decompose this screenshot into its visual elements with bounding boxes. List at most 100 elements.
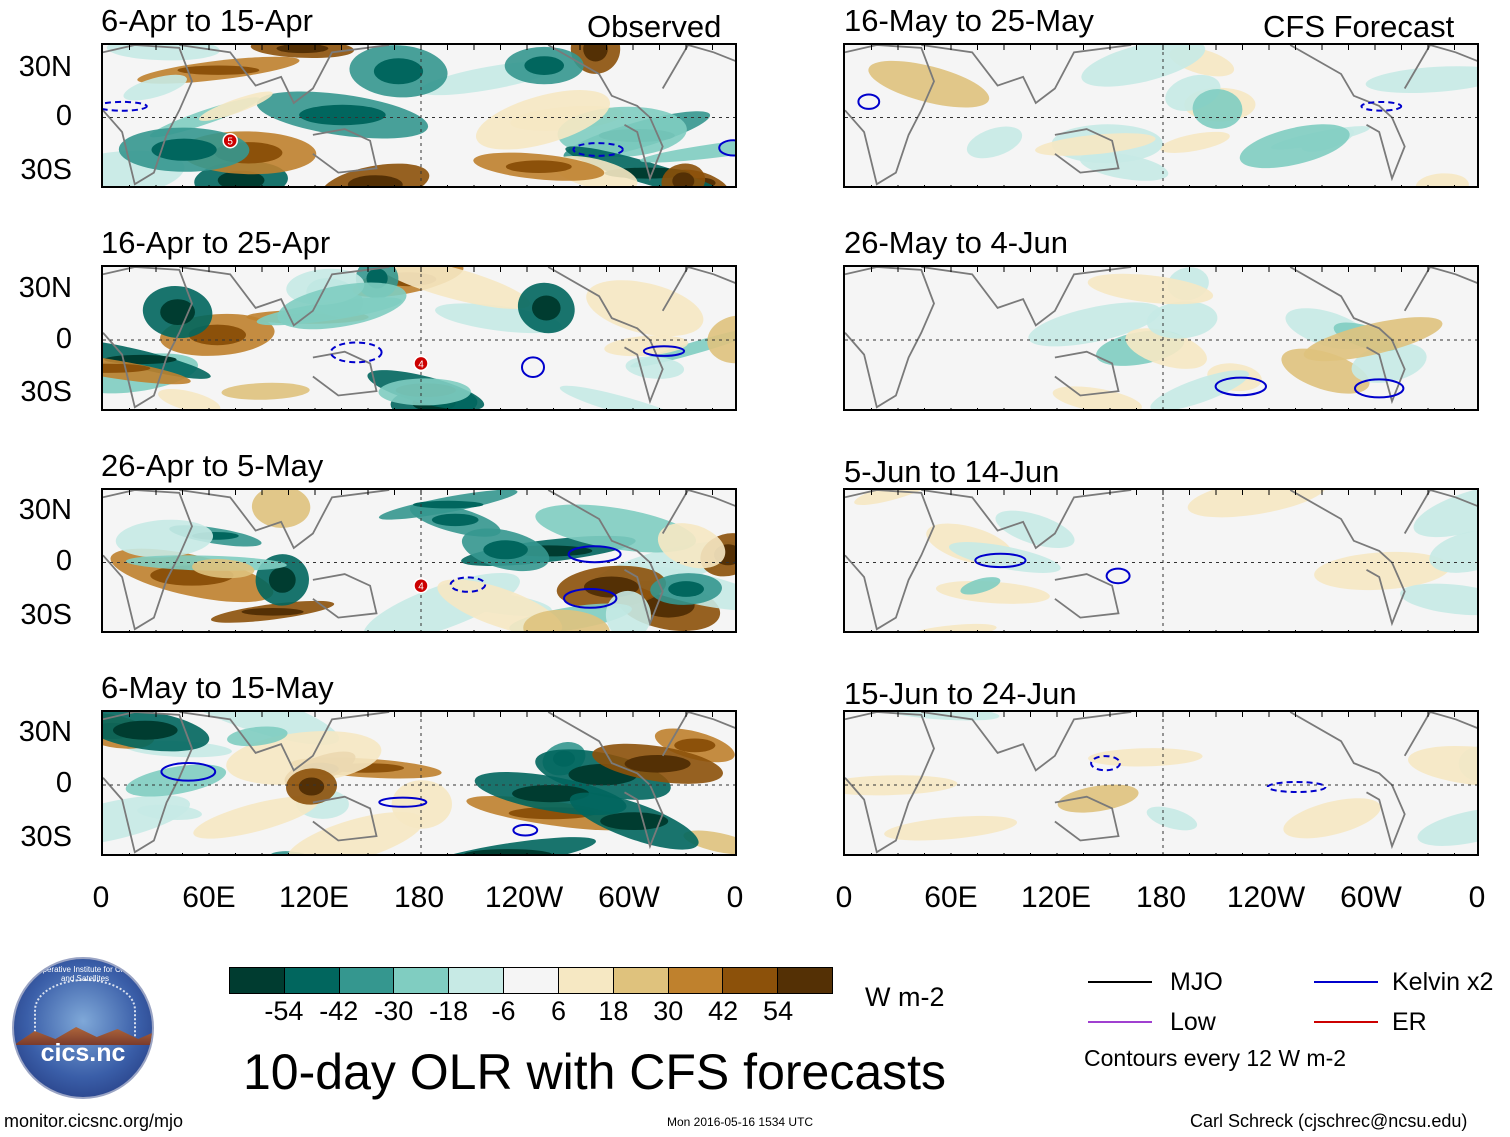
olr-anomaly-region bbox=[1187, 490, 1327, 518]
colorbar-unit: W m-2 bbox=[865, 982, 945, 1012]
olr-anomaly-region bbox=[1057, 784, 1139, 813]
olr-anomaly-region bbox=[1079, 152, 1169, 181]
colorbar-swatch bbox=[230, 968, 285, 993]
colorbar-tick-label: -30 bbox=[374, 996, 414, 1026]
lon-label-120w: 120W bbox=[1226, 881, 1306, 914]
olr-anomaly-region bbox=[559, 385, 691, 409]
olr-anomaly-region bbox=[251, 490, 311, 528]
olr-anomaly-core bbox=[483, 540, 528, 560]
olr-anomaly-region bbox=[192, 559, 255, 579]
kelvin-contour bbox=[642, 345, 686, 357]
coastline bbox=[1054, 795, 1120, 842]
olr-anomaly-region bbox=[1400, 583, 1477, 616]
map-panel-observed-2: 4 bbox=[101, 265, 737, 411]
legend-label-kelvin: Kelvin x2 bbox=[1392, 968, 1494, 996]
olr-anomaly-region bbox=[420, 837, 596, 854]
er-marker-label: 4 bbox=[418, 359, 424, 370]
olr-anomaly-core bbox=[103, 363, 151, 373]
er-marker-icon bbox=[413, 355, 429, 372]
olr-anomaly-region bbox=[683, 830, 735, 854]
olr-anomaly-region bbox=[535, 504, 697, 553]
coastline bbox=[103, 267, 193, 409]
cics-logo: Cooperative Institute for Climate and Sa… bbox=[12, 957, 154, 1099]
map-panel-observed-4 bbox=[101, 710, 737, 856]
olr-anomaly-core bbox=[298, 777, 325, 796]
panel-title-right-2: 26-May to 4-Jun bbox=[844, 225, 1068, 260]
olr-anomaly-region bbox=[1088, 748, 1203, 767]
olr-anomaly-region bbox=[137, 804, 202, 820]
lat-label-30n: 30N bbox=[18, 272, 72, 304]
olr-anomaly-core bbox=[600, 812, 669, 830]
panel-title-right-4: 15-Jun to 24-Jun bbox=[844, 676, 1077, 711]
contours-note: Contours every 12 W m-2 bbox=[1084, 1045, 1347, 1071]
footer-timestamp: Mon 2016-05-16 1534 UTC bbox=[667, 1115, 814, 1129]
olr-anomaly-core bbox=[532, 295, 561, 321]
coastline bbox=[661, 490, 735, 534]
lon-label-60w: 60W bbox=[598, 881, 660, 914]
olr-anomaly-core bbox=[280, 855, 301, 856]
lon-label-60e: 60E bbox=[924, 881, 978, 914]
coastline bbox=[1403, 712, 1477, 757]
olr-anomaly-region bbox=[901, 623, 997, 631]
kelvin-contour bbox=[1354, 378, 1405, 399]
lon-label-0-end: 0 bbox=[1468, 881, 1486, 914]
coastline bbox=[179, 45, 390, 105]
kelvin-contour bbox=[857, 93, 881, 110]
footer-url[interactable]: monitor.cicsnc.org/mjo bbox=[4, 1111, 184, 1131]
coastline bbox=[1403, 490, 1477, 534]
olr-anomaly-core bbox=[672, 172, 695, 186]
coastline bbox=[845, 267, 935, 409]
colorbar bbox=[229, 967, 833, 994]
olr-anomaly-core bbox=[268, 567, 296, 593]
coastline bbox=[312, 128, 378, 174]
lon-label-120e: 120E bbox=[1020, 881, 1092, 914]
olr-anomaly-core bbox=[668, 581, 704, 597]
lat-label-30n: 30N bbox=[18, 716, 72, 748]
colorbar-swatch bbox=[778, 968, 832, 993]
er-marker-icon bbox=[222, 132, 238, 149]
colorbar-swatch bbox=[394, 968, 450, 993]
olr-anomaly-region bbox=[879, 712, 1000, 721]
colorbar-tick-label: 6 bbox=[550, 996, 566, 1026]
panel-title-left-3: 26-Apr to 5-May bbox=[101, 448, 324, 483]
olr-anomaly-region bbox=[193, 796, 319, 839]
olr-anomaly-region bbox=[1125, 328, 1207, 369]
lat-label-30n: 30N bbox=[18, 51, 72, 83]
lat-label-eq: 0 bbox=[55, 767, 72, 799]
olr-anomaly-region bbox=[115, 519, 214, 558]
olr-anomaly-region bbox=[1087, 273, 1214, 305]
kelvin-contour bbox=[1214, 376, 1267, 397]
kelvin-contour bbox=[378, 796, 428, 808]
legend-label-low: Low bbox=[1170, 1008, 1216, 1036]
colorbar-swatch bbox=[723, 968, 779, 993]
olr-anomaly-region bbox=[277, 282, 407, 330]
olr-anomaly-core bbox=[177, 65, 260, 75]
coastline bbox=[179, 267, 390, 327]
colorbar-tick-label: -54 bbox=[264, 996, 304, 1026]
olr-anomaly-region bbox=[1281, 348, 1370, 394]
olr-anomaly-region bbox=[1239, 124, 1350, 169]
colorbar-tick-label: -42 bbox=[319, 996, 359, 1026]
kelvin-contour bbox=[1105, 567, 1131, 585]
olr-anomaly-region bbox=[1283, 798, 1381, 839]
coastline bbox=[921, 712, 1132, 772]
lat-label-eq: 0 bbox=[55, 323, 72, 355]
lon-label-180: 180 bbox=[1135, 881, 1187, 914]
er-marker-label: 5 bbox=[227, 137, 233, 148]
coastline bbox=[179, 490, 390, 550]
olr-anomaly-core bbox=[583, 45, 608, 62]
olr-anomaly-region bbox=[640, 136, 735, 163]
kelvin-contour bbox=[160, 762, 217, 782]
forecast-label: CFS Forecast bbox=[1263, 9, 1455, 44]
coastline bbox=[661, 267, 735, 312]
olr-anomaly-core bbox=[512, 785, 590, 803]
map-panel-forecast-1 bbox=[843, 43, 1479, 188]
colorbar-swatch bbox=[613, 968, 669, 993]
colorbar-tick-label: -6 bbox=[491, 996, 516, 1026]
er-marker-icon bbox=[413, 577, 429, 594]
olr-anomaly-region bbox=[227, 726, 288, 747]
olr-anomaly-core bbox=[113, 720, 178, 740]
colorbar-swatch bbox=[339, 968, 395, 993]
lat-label-30n: 30N bbox=[18, 494, 72, 526]
logo-ring-icon bbox=[34, 979, 136, 1041]
